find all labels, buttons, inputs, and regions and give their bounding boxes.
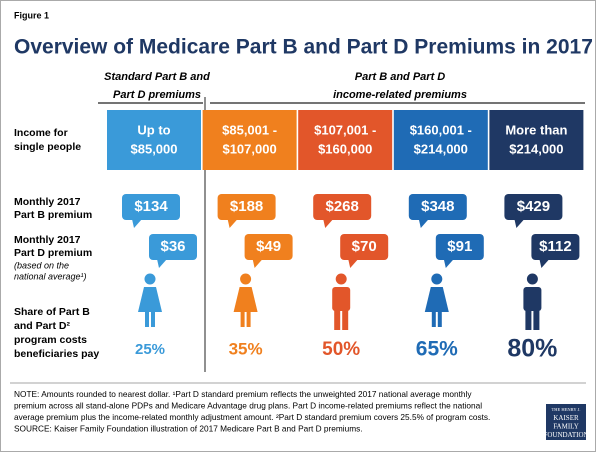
- bubble: [531, 234, 580, 260]
- bubble-tail: [252, 259, 263, 268]
- row-label: Monthly 2017: [14, 196, 81, 208]
- logo-text: THE HENRY J.: [552, 407, 581, 412]
- bubble-tail: [348, 259, 359, 268]
- person-head: [335, 273, 347, 285]
- part-b-premium: $429: [517, 198, 550, 215]
- bubble: [149, 234, 197, 260]
- row-label: Monthly 2017: [14, 234, 81, 246]
- part-b-premium: $188: [230, 198, 263, 215]
- row-label: and Part D²: [14, 320, 71, 332]
- person-leg: [525, 309, 532, 330]
- person-body: [523, 287, 542, 311]
- part-d-premium: $70: [352, 238, 377, 255]
- income-label: $160,000: [318, 141, 372, 156]
- bubble: [340, 234, 389, 260]
- bubble-tail: [443, 259, 454, 268]
- bubble-tail: [157, 259, 167, 268]
- row-label: Part B premium: [14, 209, 92, 221]
- part-d-premium: $36: [160, 238, 185, 255]
- income-label: More than: [505, 122, 567, 137]
- note-line: NOTE: Amounts rounded to nearest dollar.…: [14, 389, 472, 399]
- bubble: [217, 194, 276, 220]
- share-value: 65%: [416, 338, 458, 361]
- row-label: single people: [14, 141, 81, 153]
- income-box: [107, 110, 201, 170]
- person-body: [332, 287, 351, 311]
- income-box: [202, 110, 297, 170]
- bubble: [313, 194, 372, 220]
- bubble-tail: [227, 219, 238, 228]
- person-head: [526, 273, 538, 285]
- person-leg: [342, 309, 349, 330]
- income-label: $214,000: [414, 141, 468, 156]
- income-label: $107,000: [222, 141, 276, 156]
- person-body: [138, 287, 162, 312]
- person-leg: [334, 309, 341, 330]
- logo-box: [546, 404, 586, 440]
- bubble: [244, 234, 293, 260]
- share-value: 25%: [135, 341, 165, 358]
- part-d-premium: $112: [539, 238, 572, 255]
- logo-text: FOUNDATION: [543, 431, 588, 439]
- row-label: Income for: [14, 127, 68, 139]
- part-b-premium: $268: [326, 198, 359, 215]
- person-leg: [240, 311, 245, 327]
- note-line: SOURCE: Kaiser Family Foundation illustr…: [14, 424, 363, 434]
- bubble-tail: [539, 259, 550, 268]
- person-leg: [431, 311, 436, 327]
- group-header: Part B and Part D: [355, 71, 446, 83]
- bubble-tail: [514, 219, 525, 228]
- share-value: 50%: [322, 339, 360, 360]
- person-leg: [533, 309, 540, 330]
- bubble-tail: [323, 219, 334, 228]
- row-label: national average¹): [14, 271, 87, 281]
- person-head: [144, 273, 156, 285]
- person-head: [240, 273, 252, 285]
- row-label: beneficiaries pay: [14, 348, 99, 360]
- share-value: 80%: [507, 335, 557, 363]
- income-box: [298, 110, 393, 170]
- group-header: income-related premiums: [333, 89, 467, 101]
- bubble-tail: [418, 219, 429, 228]
- person-head: [431, 273, 443, 285]
- person-leg: [151, 311, 155, 327]
- logo-text: KAISER: [553, 414, 579, 422]
- income-box: [393, 110, 488, 170]
- bubble: [504, 194, 563, 220]
- income-label: Up to: [137, 122, 170, 137]
- income-label: $214,000: [509, 141, 563, 156]
- part-d-premium: $91: [447, 238, 472, 255]
- part-b-premium: $348: [421, 198, 454, 215]
- income-label: $85,000: [131, 141, 178, 156]
- person-leg: [246, 311, 251, 327]
- share-value: 35%: [229, 339, 263, 358]
- income-label: $85,001 -: [222, 122, 277, 137]
- group-header: Part D premiums: [113, 89, 201, 101]
- bubble: [435, 234, 484, 260]
- figure-label: Figure 1: [14, 10, 49, 20]
- part-d-premium: $49: [256, 238, 281, 255]
- person-body: [233, 287, 258, 312]
- row-label: Part D premium: [14, 247, 92, 259]
- row-label: (based on the: [14, 260, 69, 270]
- row-label: program costs: [14, 334, 87, 346]
- row-label: Share of Part B: [14, 306, 90, 318]
- note-line: average premium plus the income-related …: [14, 412, 490, 422]
- note-line: premium across all stand-alone PDPs and …: [14, 401, 482, 411]
- group-header: Standard Part B and: [104, 71, 210, 83]
- part-b-premium: $134: [134, 198, 168, 215]
- bubble: [122, 194, 180, 220]
- title: Overview of Medicare Part B and Part D P…: [14, 36, 593, 59]
- income-label: $160,001 -: [410, 122, 472, 137]
- bubble-tail: [132, 219, 142, 228]
- person-leg: [145, 311, 149, 327]
- income-box: [489, 110, 584, 170]
- person-body: [424, 287, 449, 312]
- logo-text: FAMILY: [553, 423, 579, 431]
- income-label: $107,001 -: [314, 122, 376, 137]
- person-leg: [437, 311, 442, 327]
- bubble: [408, 194, 467, 220]
